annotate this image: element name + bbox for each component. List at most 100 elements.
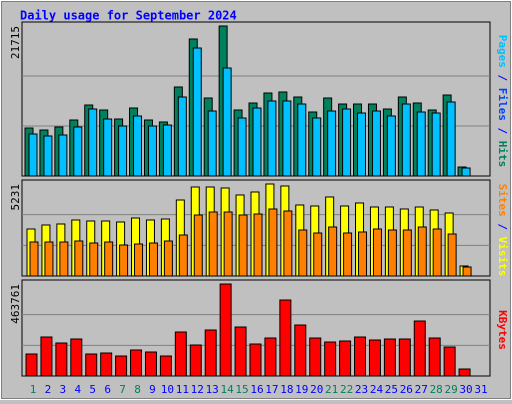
axis-label: Sites / Visits bbox=[496, 184, 509, 277]
x-tick-label: 18 bbox=[280, 383, 293, 396]
bar bbox=[193, 214, 203, 277]
bar bbox=[177, 96, 187, 177]
x-tick-label: 30 bbox=[459, 383, 472, 396]
bar bbox=[249, 343, 262, 377]
bar bbox=[208, 211, 218, 277]
x-tick-label: 26 bbox=[400, 383, 413, 396]
bar bbox=[29, 241, 39, 277]
bar bbox=[222, 67, 232, 177]
bar bbox=[327, 110, 337, 177]
bar bbox=[401, 103, 411, 177]
bar bbox=[328, 226, 338, 277]
bar bbox=[371, 110, 381, 177]
axis-label-part: Files bbox=[496, 88, 509, 121]
bar bbox=[398, 338, 411, 377]
bar bbox=[431, 112, 441, 177]
bar bbox=[462, 266, 472, 277]
bar bbox=[104, 241, 114, 277]
bar bbox=[44, 241, 54, 277]
bar bbox=[428, 337, 441, 377]
bar bbox=[174, 331, 187, 377]
bar bbox=[313, 232, 323, 277]
bar bbox=[85, 353, 98, 377]
x-tick-label: 31 bbox=[474, 383, 487, 396]
x-tick-label: 14 bbox=[221, 383, 235, 396]
x-tick-label: 29 bbox=[444, 383, 457, 396]
x-tick-label: 11 bbox=[176, 383, 189, 396]
bar bbox=[252, 107, 262, 177]
bar bbox=[238, 214, 248, 277]
bar bbox=[417, 226, 427, 277]
bar bbox=[103, 118, 113, 177]
bar bbox=[458, 368, 471, 377]
x-tick-label: 6 bbox=[104, 383, 111, 396]
bar bbox=[204, 329, 217, 377]
bar bbox=[447, 233, 457, 277]
bar bbox=[312, 117, 322, 177]
bar bbox=[134, 243, 144, 277]
axis-label-part: / bbox=[496, 217, 509, 237]
x-tick-label: 3 bbox=[60, 383, 67, 396]
x-tick-label: 21 bbox=[325, 383, 338, 396]
bar bbox=[178, 234, 188, 277]
bar bbox=[25, 353, 38, 377]
bar bbox=[59, 241, 69, 277]
x-tick-label: 23 bbox=[355, 383, 368, 396]
x-tick-label: 16 bbox=[250, 383, 263, 396]
bar bbox=[368, 339, 381, 377]
bar bbox=[147, 125, 157, 177]
bar bbox=[234, 326, 247, 377]
bar bbox=[237, 117, 247, 177]
bar bbox=[130, 349, 143, 377]
bar bbox=[297, 103, 307, 177]
bar bbox=[148, 242, 158, 277]
x-tick-label: 2 bbox=[45, 383, 52, 396]
x-tick-label: 9 bbox=[149, 383, 156, 396]
bar bbox=[267, 100, 277, 177]
axis-label: Pages / Files / Hits bbox=[496, 35, 509, 168]
bar bbox=[192, 47, 202, 177]
axis-label: KBytes bbox=[496, 310, 509, 350]
bar bbox=[309, 337, 322, 377]
bar bbox=[294, 324, 307, 377]
bar bbox=[282, 100, 292, 177]
bar bbox=[58, 134, 68, 177]
bar bbox=[357, 112, 367, 177]
bar bbox=[70, 338, 83, 377]
bar bbox=[159, 355, 172, 377]
bar bbox=[283, 210, 293, 277]
bar bbox=[413, 320, 426, 377]
bar bbox=[279, 299, 292, 377]
bar bbox=[446, 101, 456, 177]
bar bbox=[253, 213, 263, 277]
axis-label-part: Sites bbox=[496, 184, 509, 217]
bar bbox=[443, 346, 456, 377]
bar bbox=[461, 167, 471, 177]
x-tick-label: 28 bbox=[430, 383, 443, 396]
bar bbox=[383, 338, 396, 377]
bar bbox=[119, 244, 129, 277]
x-tick-label: 4 bbox=[74, 383, 81, 396]
x-tick-label: 19 bbox=[295, 383, 308, 396]
bar bbox=[372, 228, 382, 277]
axis-label-part: / bbox=[496, 121, 509, 141]
bar bbox=[387, 229, 397, 277]
x-tick-label: 17 bbox=[265, 383, 278, 396]
y-tick-label: 5231 bbox=[9, 184, 22, 211]
chart-title: Daily usage for September 2024 bbox=[20, 9, 237, 23]
bar bbox=[219, 283, 232, 377]
x-tick-label: 27 bbox=[415, 383, 428, 396]
bar bbox=[354, 336, 367, 377]
y-tick-label: 463761 bbox=[9, 284, 22, 324]
bar bbox=[163, 240, 173, 277]
x-tick-label: 1 bbox=[30, 383, 37, 396]
x-tick-label: 13 bbox=[206, 383, 219, 396]
bar bbox=[339, 340, 352, 377]
bar bbox=[133, 115, 143, 177]
bar bbox=[100, 352, 113, 377]
y-tick-label: 21715 bbox=[9, 26, 22, 59]
bar bbox=[207, 110, 217, 177]
bar bbox=[386, 115, 396, 177]
bar bbox=[88, 108, 98, 177]
x-tick-label: 22 bbox=[340, 383, 353, 396]
